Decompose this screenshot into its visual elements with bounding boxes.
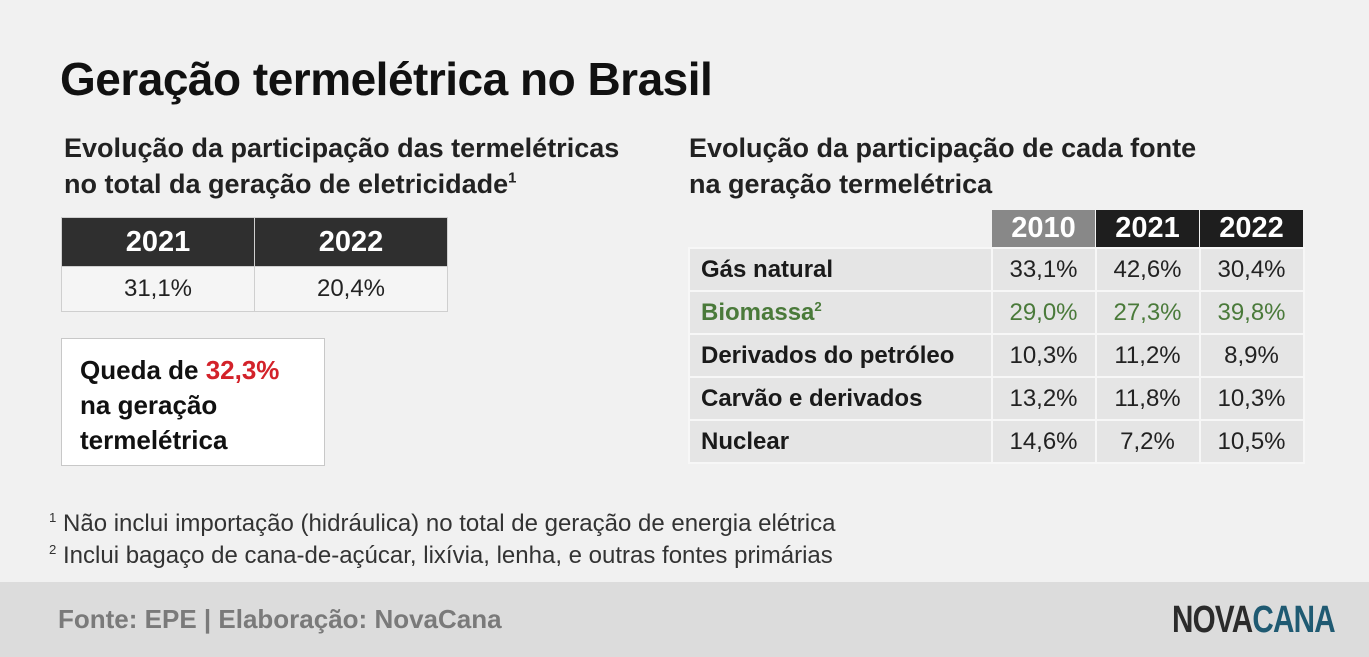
- source-label-text: Nuclear: [701, 427, 790, 455]
- source-row: Nuclear 14,6% 7,2% 10,5%: [688, 419, 1305, 464]
- source-label-text: Carvão e derivados: [701, 384, 923, 412]
- share-value-cell: 33,1%: [990, 247, 1097, 292]
- source-row: Carvão e derivados 13,2% 11,8% 10,3%: [688, 376, 1305, 421]
- footnote-2-text: Inclui bagaço de cana-de-açúcar, lixívia…: [63, 542, 833, 569]
- share-value-cell: 42,6%: [1094, 247, 1201, 292]
- source-label: Nuclear: [688, 419, 993, 464]
- callout-line3: termelétrica: [80, 425, 228, 455]
- source-label-text: Biomassa: [701, 298, 815, 326]
- logo-part-cana: CANA: [1252, 599, 1335, 641]
- total-share-table: 2021 2022 31,1% 20,4%: [61, 217, 448, 312]
- source-credit: Fonte: EPE | Elaboração: NovaCana: [58, 604, 502, 634]
- decline-callout: Queda de 32,3% na geração termelétrica: [61, 338, 325, 466]
- right-subtitle-line2: na geração termelétrica: [689, 169, 993, 199]
- left-value-cell: 20,4%: [254, 266, 448, 312]
- footnote-2-mark: 2: [49, 541, 57, 557]
- page-title: Geração termelétrica no Brasil: [60, 53, 713, 105]
- header-spacer: [689, 210, 992, 249]
- share-value-cell: 13,2%: [990, 376, 1097, 421]
- callout-line1: Queda de 32,3%: [80, 353, 306, 388]
- source-label-text: Derivados do petróleo: [701, 341, 955, 369]
- right-subtitle: Evolução da participação de cada fonte n…: [689, 130, 1196, 202]
- source-label: Carvão e derivados: [688, 376, 993, 421]
- left-year-header: 2021: [61, 217, 255, 267]
- share-value-cell: 8,9%: [1198, 333, 1305, 378]
- left-subtitle-line2-text: no total da geração de eletricidade: [64, 169, 509, 199]
- left-value-cell: 31,1%: [61, 266, 255, 312]
- share-value-cell: 11,8%: [1094, 376, 1201, 421]
- logo-part-nova: NOVA: [1172, 599, 1253, 641]
- footnote-1: 1 Não inclui importação (hidráulica) no …: [49, 510, 835, 538]
- share-value-cell: 10,5%: [1198, 419, 1305, 464]
- year-header-2010: 2010: [991, 209, 1096, 249]
- source-label: Derivados do petróleo: [688, 333, 993, 378]
- callout-highlight: 32,3%: [205, 355, 280, 385]
- share-value-cell: 27,3%: [1094, 290, 1201, 335]
- left-subtitle: Evolução da participação das termelétric…: [64, 130, 619, 202]
- source-label: Biomassa2: [688, 290, 993, 335]
- callout-line2: na geração: [80, 390, 218, 420]
- source-label: Gás natural: [688, 247, 993, 292]
- footnote-1-mark: 1: [49, 509, 57, 525]
- year-header-2021: 2021: [1095, 209, 1200, 249]
- share-value-cell: 11,2%: [1094, 333, 1201, 378]
- footer-bar: Fonte: EPE | Elaboração: NovaCana NOVACA…: [0, 582, 1369, 657]
- footnote-marker-2: 2: [814, 298, 822, 314]
- left-subtitle-line2: no total da geração de eletricidade1: [64, 166, 619, 202]
- left-year-header: 2022: [254, 217, 448, 267]
- share-value-cell: 7,2%: [1094, 419, 1201, 464]
- novacana-logo: NOVACANA: [1172, 599, 1336, 642]
- source-row: Biomassa2 29,0% 27,3% 39,8%: [688, 290, 1305, 335]
- source-label-text: Gás natural: [701, 255, 834, 283]
- source-row: Derivados do petróleo 10,3% 11,2% 8,9%: [688, 333, 1305, 378]
- source-share-table: 2010 2021 2022 Gás natural 33,1% 42,6% 30,4…: [688, 209, 1305, 464]
- footnote-marker-1: 1: [508, 170, 517, 187]
- callout-prefix: Queda de: [80, 355, 206, 385]
- left-subtitle-line1: Evolução da participação das termelétric…: [64, 133, 620, 163]
- footnote-1-text: Não inclui importação (hidráulica) no to…: [63, 510, 836, 537]
- right-subtitle-line1: Evolução da participação de cada fonte: [689, 133, 1197, 163]
- share-value-cell: 10,3%: [990, 333, 1097, 378]
- footnote-2: 2 Inclui bagaço de cana-de-açúcar, lixív…: [49, 542, 833, 570]
- source-row: Gás natural 33,1% 42,6% 30,4%: [688, 247, 1305, 292]
- share-value-cell: 29,0%: [990, 290, 1097, 335]
- share-value-cell: 39,8%: [1198, 290, 1305, 335]
- year-header-2022: 2022: [1199, 209, 1304, 249]
- share-value-cell: 14,6%: [990, 419, 1097, 464]
- share-value-cell: 10,3%: [1198, 376, 1305, 421]
- share-value-cell: 30,4%: [1198, 247, 1305, 292]
